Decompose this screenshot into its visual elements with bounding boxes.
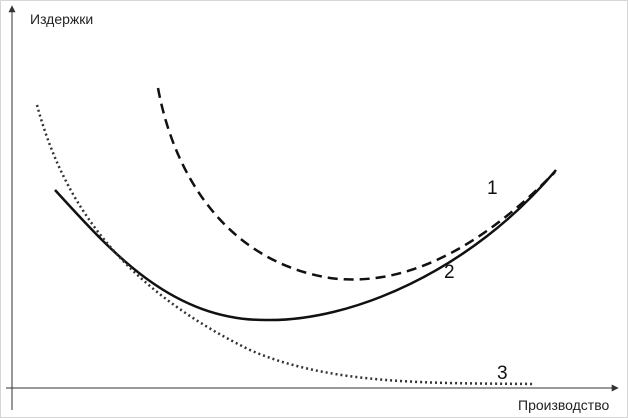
y-axis-label: Издержки	[30, 11, 93, 27]
curve-dotted	[35, 104, 536, 386]
curve-label: 2	[444, 262, 455, 283]
curve-label: 3	[497, 363, 508, 384]
x-axis-label: Производство	[518, 397, 609, 413]
curve-label: 1	[487, 178, 498, 199]
curve-dashed	[156, 87, 556, 281]
